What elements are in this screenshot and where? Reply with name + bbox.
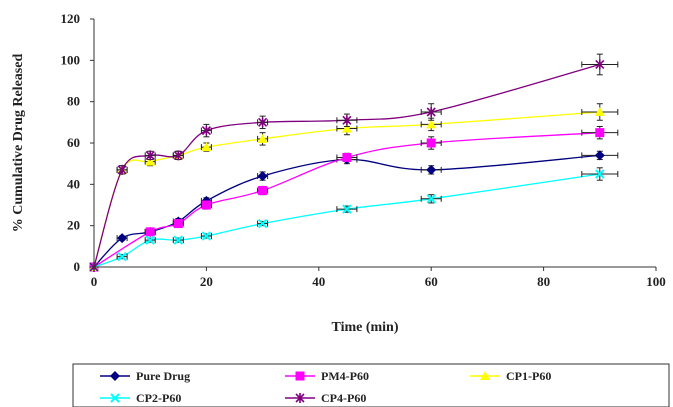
- series-0: [89, 150, 619, 272]
- plot-area: [89, 53, 619, 272]
- legend-swatch-marker: [110, 371, 120, 381]
- data-point: [173, 235, 184, 245]
- data-point: [257, 171, 268, 182]
- series-1: [89, 125, 619, 272]
- y-tick-label: 0: [74, 259, 81, 274]
- data-point: [117, 164, 127, 175]
- data-point: [173, 219, 183, 229]
- y-tick-label: 80: [67, 94, 80, 109]
- x-tick-label: 60: [425, 274, 438, 289]
- y-tick-label: 40: [67, 176, 80, 191]
- y-tick-label: 120: [61, 11, 81, 26]
- data-point: [426, 138, 436, 148]
- legend-label: CP2-P60: [136, 391, 181, 405]
- series-line: [93, 63, 600, 268]
- x-tick-label: 100: [646, 274, 666, 289]
- data-point: [595, 59, 605, 70]
- data-point: [173, 150, 183, 161]
- legend-box: [72, 363, 670, 407]
- error-bar: [257, 115, 269, 130]
- legend-item: CP4-P60: [285, 391, 366, 405]
- series-3: [89, 167, 619, 272]
- data-point: [201, 142, 212, 152]
- data-point: [257, 218, 268, 229]
- series-line: [93, 111, 600, 268]
- data-point: [257, 133, 268, 143]
- data-point: [426, 107, 436, 117]
- data-point: [145, 235, 155, 245]
- series-2: [89, 103, 619, 271]
- y-ticks: 0 20 40 60 80 100 120: [61, 11, 94, 274]
- data-point: [258, 186, 268, 196]
- data-point: [594, 150, 605, 161]
- data-point: [145, 156, 156, 166]
- data-point: [342, 204, 352, 214]
- x-ticks: 0 20 40 60 80 100: [91, 267, 666, 289]
- data-point: [341, 123, 352, 133]
- data-point: [117, 251, 127, 262]
- data-point: [117, 233, 128, 244]
- legend-item: Pure Drug: [100, 369, 190, 383]
- y-tick-label: 100: [61, 52, 81, 67]
- legend-label: CP4-P60: [321, 391, 366, 405]
- x-tick-label: 0: [91, 274, 98, 289]
- legend-swatch-marker: [295, 393, 305, 403]
- legend-item: PM4-P60: [285, 369, 369, 383]
- x-axis-title: Time (min): [331, 320, 398, 335]
- legend-label: PM4-P60: [321, 369, 369, 383]
- x-tick-label: 40: [312, 274, 325, 289]
- x-tick-label: 20: [200, 274, 213, 289]
- data-point: [258, 117, 268, 128]
- legend-label: Pure Drug: [136, 369, 190, 383]
- data-point: [595, 128, 605, 138]
- data-point: [201, 200, 211, 210]
- legend: Pure Drug PM4-P60 CP1-P60 CP2-P60 CP4-P60: [72, 363, 670, 407]
- data-point: [426, 119, 437, 129]
- data-point: [145, 150, 155, 161]
- data-point: [426, 194, 436, 204]
- x-tick-label: 80: [537, 274, 550, 289]
- series-line: [93, 173, 600, 268]
- legend-swatch-marker: [110, 393, 120, 403]
- series-line: [93, 132, 600, 268]
- data-point: [201, 125, 211, 136]
- data-point: [594, 107, 605, 116]
- data-point: [201, 231, 212, 241]
- legend-item: CP2-P60: [100, 391, 181, 405]
- y-tick-label: 20: [67, 218, 80, 233]
- series-4: [89, 53, 619, 272]
- data-point: [595, 169, 605, 179]
- data-point: [426, 164, 437, 175]
- data-point: [342, 152, 352, 162]
- legend-label: CP1-P60: [506, 369, 551, 383]
- y-axis-title: % Cumulative Drug Released: [11, 54, 26, 233]
- y-tick-label: 60: [67, 135, 80, 150]
- data-point: [145, 227, 155, 237]
- legend-item: CP1-P60: [470, 369, 551, 383]
- legend-swatch-marker: [295, 371, 305, 381]
- legend-swatch-marker: [480, 371, 490, 380]
- data-point: [342, 115, 352, 126]
